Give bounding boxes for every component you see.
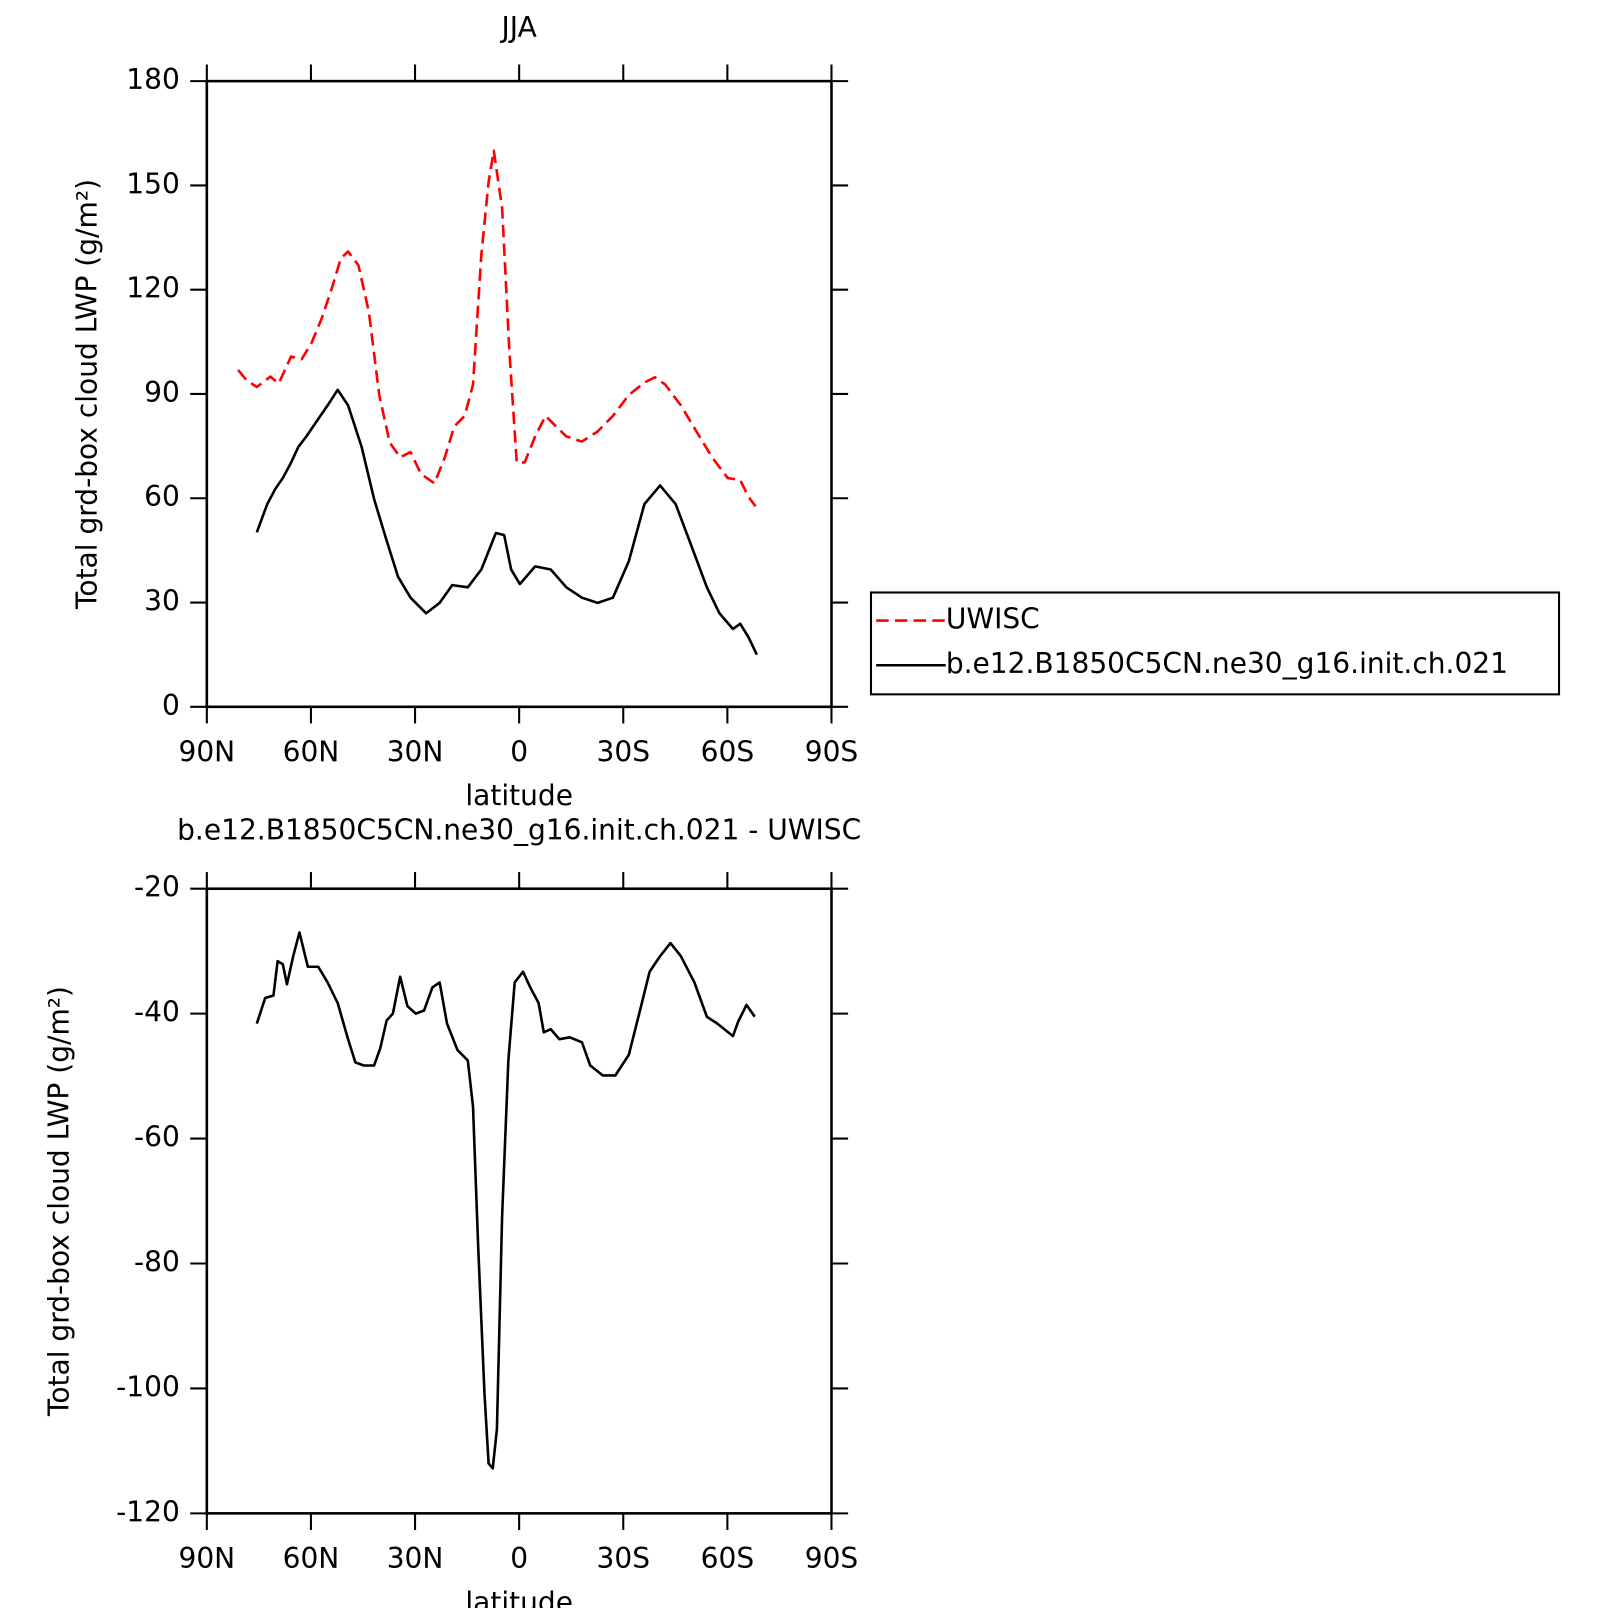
x-axis-label: latitude	[465, 1586, 573, 1608]
series-line	[255, 931, 756, 1470]
x-tick-label: 60N	[283, 1542, 340, 1575]
x-tick-label: 60S	[701, 736, 755, 769]
y-tick-label: -20	[134, 871, 180, 904]
legend-label: b.e12.B1850C5CN.ne30_g16.init.ch.021	[946, 647, 1508, 680]
chart-title: b.e12.B1850C5CN.ne30_g16.init.ch.021 - U…	[177, 814, 861, 847]
y-axis-label: Total grd-box cloud LWP (g/m²)	[42, 986, 75, 1417]
legend-box	[869, 591, 1561, 696]
legend-label: UWISC	[946, 603, 1040, 636]
x-tick-label: 90N	[178, 1542, 235, 1575]
y-tick-label: 90	[144, 376, 180, 409]
y-tick-label: 150	[126, 167, 180, 200]
x-tick-label: 30N	[387, 1542, 444, 1575]
y-tick-label: 180	[126, 63, 180, 96]
y-tick-label: -100	[116, 1370, 180, 1403]
x-tick-label: 90S	[805, 1542, 859, 1575]
series-line	[255, 388, 759, 656]
y-tick-label: 60	[144, 480, 180, 513]
y-tick-label: -40	[134, 996, 180, 1029]
x-tick-label: 0	[510, 736, 528, 769]
x-tick-label: 30N	[387, 736, 444, 769]
x-axis-label: latitude	[465, 779, 573, 812]
chart-title: JJA	[500, 11, 537, 44]
plot-frame	[205, 887, 833, 1515]
x-tick-label: 0	[510, 1542, 528, 1575]
x-tick-label: 60N	[283, 736, 340, 769]
y-tick-label: 0	[162, 689, 180, 722]
x-tick-label: 30S	[597, 736, 651, 769]
y-tick-label: 30	[144, 585, 180, 618]
y-tick-label: -60	[134, 1121, 180, 1154]
y-tick-label: -120	[116, 1495, 180, 1528]
y-axis-label: Total grd-box cloud LWP (g/m²)	[70, 179, 103, 610]
x-tick-label: 90N	[178, 736, 235, 769]
plot-frame	[205, 79, 833, 709]
x-tick-label: 30S	[597, 1542, 651, 1575]
series-line	[237, 149, 757, 508]
y-tick-label: -80	[134, 1245, 180, 1278]
x-tick-label: 60S	[701, 1542, 755, 1575]
x-tick-label: 90S	[805, 736, 859, 769]
y-tick-label: 120	[126, 272, 180, 305]
